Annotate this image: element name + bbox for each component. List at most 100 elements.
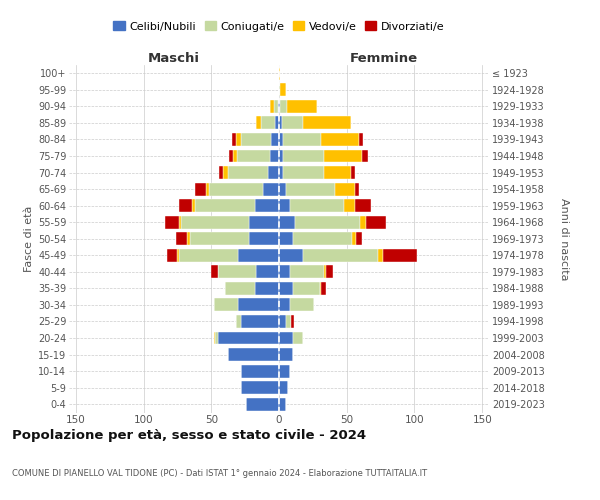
Y-axis label: Fasce di età: Fasce di età <box>23 206 34 272</box>
Bar <box>286 315 291 328</box>
Bar <box>356 232 362 245</box>
Bar <box>220 166 223 179</box>
Bar <box>304 116 351 130</box>
Bar <box>279 232 293 245</box>
Bar <box>279 332 293 344</box>
Bar <box>283 166 324 179</box>
Bar <box>195 182 206 196</box>
Bar <box>236 133 241 146</box>
Text: COMUNE DI PIANELLO VAL TIDONE (PC) - Dati ISTAT 1° gennaio 2024 - Elaborazione T: COMUNE DI PIANELLO VAL TIDONE (PC) - Dat… <box>12 468 427 477</box>
Bar <box>229 150 233 162</box>
Bar <box>279 182 286 196</box>
Bar <box>321 133 359 146</box>
Bar <box>227 166 268 179</box>
Bar <box>206 182 209 196</box>
Bar <box>192 199 195 212</box>
Bar <box>211 266 218 278</box>
Bar <box>176 232 187 245</box>
Bar <box>293 232 352 245</box>
Bar <box>279 298 290 312</box>
Bar <box>254 282 279 295</box>
Bar <box>218 266 256 278</box>
Bar <box>290 266 324 278</box>
Bar <box>179 199 192 212</box>
Bar <box>215 332 218 344</box>
Bar <box>279 398 286 410</box>
Bar <box>238 249 279 262</box>
Bar <box>232 133 236 146</box>
Bar <box>241 133 271 146</box>
Bar <box>383 249 417 262</box>
Bar <box>324 150 362 162</box>
Bar <box>280 84 286 96</box>
Bar <box>165 216 179 228</box>
Bar <box>279 67 280 80</box>
Bar <box>279 348 293 361</box>
Bar <box>279 199 290 212</box>
Bar <box>238 298 279 312</box>
Bar <box>286 182 335 196</box>
Bar <box>278 100 279 113</box>
Bar <box>279 266 290 278</box>
Bar <box>287 100 317 113</box>
Bar <box>271 133 279 146</box>
Bar <box>279 100 280 113</box>
Bar <box>268 166 279 179</box>
Text: Popolazione per età, sesso e stato civile - 2024: Popolazione per età, sesso e stato civil… <box>12 430 366 442</box>
Bar <box>279 84 280 96</box>
Bar <box>324 166 351 179</box>
Bar <box>237 150 269 162</box>
Bar <box>279 133 283 146</box>
Bar <box>355 182 359 196</box>
Bar <box>279 364 290 378</box>
Bar <box>283 133 321 146</box>
Bar <box>293 282 320 295</box>
Bar <box>293 332 304 344</box>
Bar <box>263 182 279 196</box>
Bar <box>352 232 356 245</box>
Bar <box>214 298 238 312</box>
Bar <box>366 216 386 228</box>
Bar <box>324 266 326 278</box>
Bar <box>256 116 262 130</box>
Bar <box>181 216 249 228</box>
Bar <box>247 398 279 410</box>
Bar <box>227 348 279 361</box>
Bar <box>279 116 282 130</box>
Bar <box>275 116 279 130</box>
Y-axis label: Anni di nascita: Anni di nascita <box>559 198 569 280</box>
Bar <box>279 381 289 394</box>
Bar <box>378 249 383 262</box>
Bar <box>344 199 355 212</box>
Bar <box>236 315 241 328</box>
Bar <box>225 282 254 295</box>
Bar <box>326 266 333 278</box>
Bar <box>233 150 237 162</box>
Bar <box>280 100 287 113</box>
Bar <box>179 249 238 262</box>
Bar <box>254 199 279 212</box>
Bar <box>223 166 227 179</box>
Bar <box>262 116 275 130</box>
Bar <box>290 298 314 312</box>
Bar <box>214 332 215 344</box>
Bar <box>351 166 355 179</box>
Bar <box>279 216 295 228</box>
Bar <box>256 266 279 278</box>
Bar <box>274 100 278 113</box>
Bar <box>178 249 179 262</box>
Legend: Celibi/Nubili, Coniugati/e, Vedovi/e, Divorziati/e: Celibi/Nubili, Coniugati/e, Vedovi/e, Di… <box>109 16 449 36</box>
Bar <box>279 166 283 179</box>
Bar <box>249 216 279 228</box>
Bar <box>249 232 279 245</box>
Bar <box>304 249 378 262</box>
Text: Femmine: Femmine <box>350 52 418 65</box>
Bar <box>279 315 286 328</box>
Bar <box>360 216 366 228</box>
Bar <box>320 282 321 295</box>
Bar <box>179 216 181 228</box>
Bar <box>283 150 324 162</box>
Bar <box>359 133 363 146</box>
Bar <box>269 100 274 113</box>
Bar <box>167 249 178 262</box>
